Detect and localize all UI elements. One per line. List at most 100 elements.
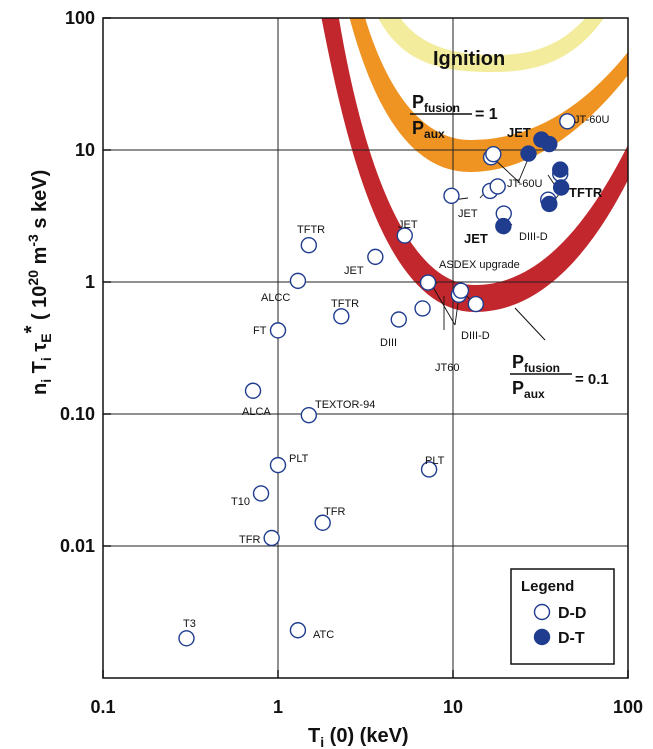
dd-point (269, 322, 287, 339)
y-tick-label: 100 (65, 8, 95, 28)
annot-diii-d-2: DIII-D (461, 330, 490, 342)
dd-point (178, 630, 195, 647)
dd-point (396, 227, 413, 244)
x-axis-ticks: 0.1 1 10 100 (90, 670, 643, 717)
label-alca: ALCA (242, 406, 271, 418)
breakeven-den: P (412, 118, 424, 138)
legend-box (510, 568, 615, 665)
label-atc: ATC (313, 629, 334, 641)
tenth-den: P (512, 378, 524, 398)
x-tick-label: 1 (273, 697, 283, 717)
annot-jt60u: JT-60U (507, 178, 543, 190)
breakeven-eq: = 1 (475, 106, 498, 123)
point-labels: T3 ATC TFR TFR T10 PLT PLT ALCA TEXTOR-9… (183, 114, 610, 641)
dd-point (414, 300, 431, 317)
dt-point (552, 179, 570, 196)
dd-point (300, 237, 318, 254)
breakeven-den-sub: aux (424, 127, 445, 141)
x-axis-title: Ti (0) (keV) (308, 725, 409, 749)
legend-title: Legend (521, 578, 574, 595)
dd-point (485, 145, 502, 163)
dt-point (520, 145, 537, 162)
annot-tftr: TFTR (569, 185, 603, 200)
label-t3: T3 (183, 618, 196, 630)
label-alcc: ALCC (261, 292, 290, 304)
y-tick-label: 10 (75, 140, 95, 160)
dt-point (541, 135, 558, 153)
label-jet-2: JET (398, 219, 418, 231)
annot-jet-bold-2: JET (464, 231, 488, 246)
label-textor: TEXTOR-94 (315, 399, 375, 411)
grid-lines (103, 18, 628, 678)
label-jt60u-top: JT-60U (574, 114, 610, 126)
breakeven-num: P (412, 92, 424, 112)
dd-point (252, 485, 270, 502)
dd-point (420, 461, 438, 478)
dd-point (314, 514, 331, 531)
breakeven-num-sub: fusion (424, 101, 460, 115)
annot-jet-bold-1: JET (507, 125, 531, 140)
label-tfr-1: TFR (239, 534, 260, 546)
legend-dd-label: D-D (558, 605, 586, 622)
label-jet-1: JET (344, 265, 364, 277)
dt-point (541, 195, 558, 213)
x-tick-label: 10 (443, 697, 463, 717)
x-tick-label: 100 (613, 697, 643, 717)
label-diii: DIII (380, 337, 397, 349)
dd-point (289, 622, 307, 639)
svg-text:Pfusion: Pfusion (512, 352, 560, 375)
label-tfr-2: TFR (324, 506, 345, 518)
label-jt60: JT60 (435, 362, 459, 374)
annot-diii-d-1: DIII-D (519, 231, 548, 243)
tenth-num: P (512, 352, 524, 372)
label-t10: T10 (231, 496, 250, 508)
label-plt-1: PLT (289, 453, 309, 465)
dd-point (244, 382, 262, 399)
dd-point (443, 187, 460, 204)
legend-dt-label: D-T (558, 630, 585, 647)
svg-text:Pfusion: Pfusion (412, 92, 460, 115)
y-axis-ticks: 100 10 1 0.10 0.01 (60, 8, 111, 556)
breakeven-band (349, 18, 628, 172)
label-ft: FT (253, 325, 267, 337)
dd-point (300, 406, 318, 424)
annot-asdex: ASDEX upgrade (439, 259, 520, 271)
svg-text:Paux: Paux (512, 378, 545, 401)
dd-point (467, 295, 485, 313)
tenth-num-sub: fusion (524, 361, 560, 375)
tenth-den-sub: aux (524, 387, 545, 401)
plot-frame (102, 17, 629, 679)
label-tftr-1: TFTR (297, 224, 325, 236)
dd-point (419, 274, 437, 291)
ignition-band (378, 18, 604, 72)
label-tftr-2: TFTR (331, 298, 359, 310)
legend-dd-marker (533, 603, 551, 621)
dd-point (489, 178, 506, 195)
data-points (178, 113, 576, 647)
dd-point (269, 456, 287, 474)
ignition-label: Ignition (433, 48, 505, 70)
y-tick-label: 0.01 (60, 536, 95, 556)
svg-text:Paux: Paux (412, 118, 445, 141)
legend: Legend D-D D-T (510, 568, 615, 665)
dd-point (263, 529, 280, 547)
y-axis-title: ni Ti τE* ( 1020 m-3 s keV) (21, 170, 54, 395)
dd-point (367, 248, 384, 266)
legend-dt-marker (533, 628, 551, 646)
dd-point (333, 308, 350, 325)
tenth-label: Pfusion Paux = 0.1 (510, 307, 609, 401)
label-plt-2: PLT (425, 455, 445, 467)
dd-point (452, 282, 470, 299)
dd-point (289, 272, 307, 290)
tenth-eq: = 0.1 (575, 371, 609, 388)
dd-point (559, 113, 576, 130)
dd-point (390, 311, 407, 328)
x-tick-label: 0.1 (90, 697, 115, 717)
y-tick-label: 0.10 (60, 404, 95, 424)
dt-point (495, 217, 512, 235)
annot-jet-small: JET (458, 208, 478, 220)
breakeven-label: Pfusion Paux = 1 (410, 92, 498, 141)
y-tick-label: 1 (85, 272, 95, 292)
dt-point (552, 161, 569, 178)
